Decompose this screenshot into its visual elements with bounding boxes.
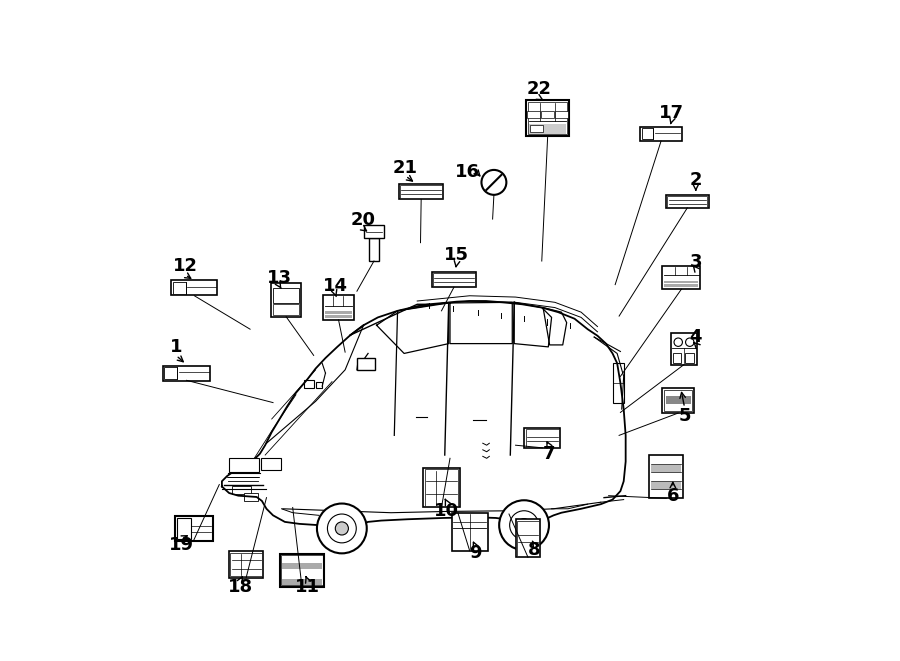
Bar xyxy=(230,551,263,578)
Bar xyxy=(662,266,700,290)
Text: 7: 7 xyxy=(543,445,555,463)
Bar xyxy=(282,579,322,586)
Bar xyxy=(232,486,251,494)
Bar xyxy=(364,225,384,238)
Circle shape xyxy=(674,338,682,346)
Text: 14: 14 xyxy=(323,277,347,295)
Text: 5: 5 xyxy=(679,407,691,425)
Text: 2: 2 xyxy=(689,171,702,189)
Bar xyxy=(326,315,352,318)
Bar xyxy=(173,282,185,294)
Bar xyxy=(323,295,354,320)
Text: 15: 15 xyxy=(444,246,469,264)
Bar xyxy=(357,358,375,369)
Bar xyxy=(555,110,569,118)
Text: 18: 18 xyxy=(229,578,254,596)
Text: 6: 6 xyxy=(667,486,680,504)
Text: 12: 12 xyxy=(173,257,198,275)
Circle shape xyxy=(686,338,694,346)
Bar xyxy=(685,353,694,363)
Bar xyxy=(673,353,681,363)
Text: 8: 8 xyxy=(527,541,540,559)
Bar xyxy=(424,468,460,508)
Bar xyxy=(369,238,379,261)
Bar xyxy=(652,465,681,472)
Bar xyxy=(530,125,543,132)
Circle shape xyxy=(482,170,507,195)
Bar xyxy=(273,288,299,303)
Bar xyxy=(664,280,698,284)
Bar xyxy=(175,516,212,541)
Bar xyxy=(541,110,554,118)
Circle shape xyxy=(336,522,348,535)
Text: 20: 20 xyxy=(350,212,375,229)
Bar xyxy=(664,390,692,411)
Bar xyxy=(525,428,561,447)
Bar xyxy=(452,513,488,551)
Text: 10: 10 xyxy=(434,502,459,520)
Bar xyxy=(282,571,322,577)
Bar xyxy=(666,396,690,404)
Bar xyxy=(282,555,322,561)
Text: 3: 3 xyxy=(689,253,702,270)
Bar xyxy=(282,563,322,569)
Bar xyxy=(642,128,653,139)
Bar xyxy=(230,457,258,472)
Bar xyxy=(399,184,444,200)
Bar xyxy=(271,283,302,317)
Circle shape xyxy=(317,504,367,553)
Bar xyxy=(244,493,258,501)
Bar xyxy=(517,521,539,556)
Bar xyxy=(641,127,681,141)
Bar xyxy=(326,311,352,314)
Bar xyxy=(304,380,314,388)
Bar xyxy=(171,280,217,295)
Bar xyxy=(667,196,707,207)
Bar xyxy=(670,333,698,365)
Text: 4: 4 xyxy=(689,328,702,346)
Bar xyxy=(649,455,683,498)
Bar xyxy=(664,284,698,288)
Bar xyxy=(526,110,540,118)
Circle shape xyxy=(328,514,356,543)
Text: 11: 11 xyxy=(294,578,320,596)
Bar xyxy=(666,195,708,208)
Bar xyxy=(613,364,625,403)
Text: 17: 17 xyxy=(659,104,684,122)
Bar xyxy=(526,100,569,136)
Text: 16: 16 xyxy=(455,163,481,181)
Bar xyxy=(662,388,694,413)
Bar xyxy=(281,555,323,586)
Bar xyxy=(164,367,177,379)
Text: 13: 13 xyxy=(267,269,293,287)
Text: 1: 1 xyxy=(170,338,183,356)
Bar xyxy=(163,366,210,381)
Circle shape xyxy=(500,500,549,550)
Bar xyxy=(230,553,262,576)
Bar xyxy=(529,124,566,134)
Bar xyxy=(400,185,442,198)
Bar xyxy=(432,272,476,288)
Text: 19: 19 xyxy=(169,537,194,555)
Text: 22: 22 xyxy=(526,80,552,98)
Bar xyxy=(516,520,541,557)
Bar xyxy=(261,458,281,470)
Bar xyxy=(273,304,299,315)
Circle shape xyxy=(518,519,531,531)
Bar xyxy=(425,469,458,506)
Bar xyxy=(652,482,681,488)
Bar xyxy=(176,518,191,539)
Bar xyxy=(316,381,322,388)
Text: 21: 21 xyxy=(393,159,418,177)
Bar xyxy=(433,273,475,286)
Bar xyxy=(528,102,567,134)
Circle shape xyxy=(509,511,538,539)
Text: 9: 9 xyxy=(469,545,482,563)
Bar xyxy=(280,554,324,587)
Bar xyxy=(526,430,559,447)
